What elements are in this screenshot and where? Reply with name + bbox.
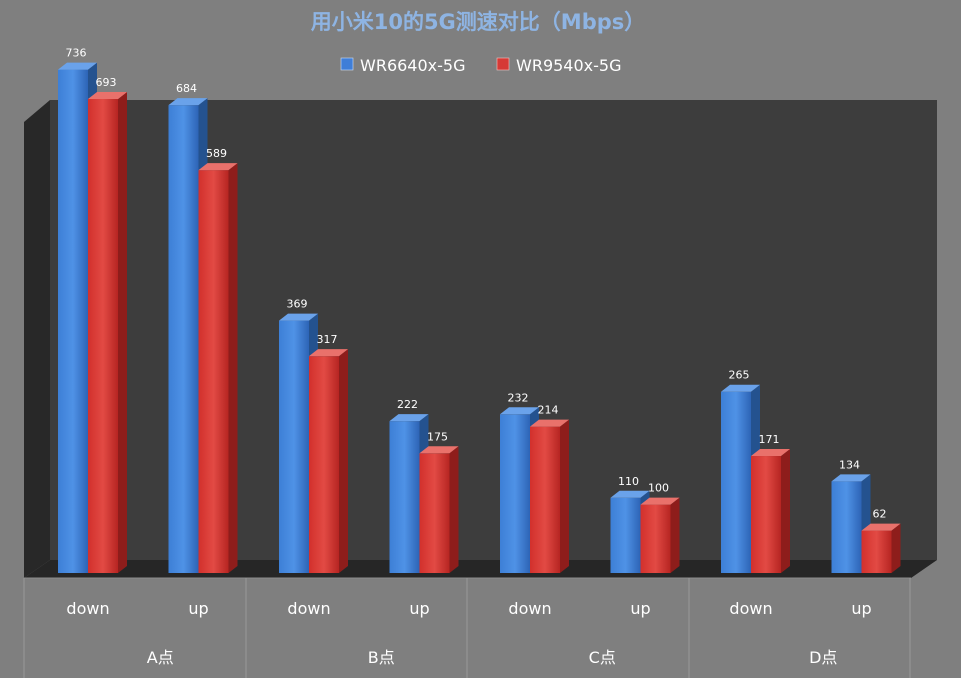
legend: WR6640x-5G WR9540x-5G	[340, 56, 621, 75]
bar-top	[861, 523, 901, 531]
bar-front	[721, 391, 751, 573]
legend-label-wr6640x: WR6640x-5G	[360, 56, 465, 75]
bar-top	[309, 349, 348, 357]
chart-floor	[24, 560, 937, 578]
category-tick-2: down	[287, 599, 330, 618]
legend-label-wr9540x: WR9540x-5G	[516, 56, 621, 75]
bar-front	[640, 504, 671, 573]
legend-item-wr6640x: WR6640x-5G	[340, 56, 465, 75]
bar-top	[168, 98, 208, 106]
chart-side-wall	[24, 100, 50, 578]
data-label-wr9540x-0: 693	[96, 76, 117, 89]
bar-front	[88, 98, 118, 573]
group-tick-3: D点	[809, 648, 837, 667]
category-tick-4: down	[508, 599, 551, 618]
legend-swatch-wr9540x	[496, 57, 510, 71]
bar-side	[339, 349, 348, 573]
bar-wr9540x-3	[419, 446, 459, 573]
bar-front	[168, 105, 199, 574]
category-axis	[23, 577, 911, 678]
data-label-wr6640x-6: 265	[729, 369, 750, 382]
bar-top	[500, 407, 539, 415]
category-tick-1: up	[188, 599, 208, 618]
bar-front	[279, 320, 309, 573]
bar-wr9540x-1	[198, 163, 238, 573]
bar-front	[500, 414, 530, 573]
data-label-wr6640x-2: 369	[287, 298, 308, 311]
category-tick-labels: down up down up down up down up	[66, 599, 871, 618]
data-label-wr9540x-2: 317	[317, 333, 338, 346]
legend-item-wr9540x: WR9540x-5G	[496, 56, 621, 75]
bar-wr9540x-5	[640, 497, 680, 573]
bar-wr9540x-7	[861, 523, 901, 573]
bar-wr9540x-0	[88, 91, 127, 573]
bar-side	[449, 446, 459, 573]
chart-back-wall	[50, 100, 937, 560]
data-label-wr6640x-0: 736	[66, 47, 87, 60]
bar-side	[228, 163, 238, 573]
category-tick-6: down	[729, 599, 772, 618]
data-label-wr6640x-7: 134	[839, 458, 860, 471]
category-tick-7: up	[851, 599, 871, 618]
bar-side	[118, 91, 127, 573]
bar-front	[530, 426, 560, 573]
bar-top	[389, 414, 429, 422]
bar-top	[721, 384, 760, 392]
bar-front	[389, 421, 420, 573]
bar-front	[751, 456, 781, 573]
bar-top	[751, 449, 790, 457]
data-label-wr6640x-5: 110	[618, 475, 639, 488]
data-label-wr9540x-4: 214	[538, 404, 559, 417]
group-tick-1: B点	[368, 648, 395, 667]
bar-front	[419, 453, 450, 573]
bar-side	[781, 449, 790, 573]
group-tick-0: A点	[147, 648, 174, 667]
data-label-wr9540x-1: 589	[206, 147, 227, 160]
bar-top	[610, 490, 650, 498]
bar-wr9540x-2	[309, 349, 348, 573]
data-label-wr9540x-6: 171	[759, 433, 780, 446]
bar-front	[610, 497, 641, 573]
bar-side	[891, 523, 901, 573]
category-tick-0: down	[66, 599, 109, 618]
data-label-wr9540x-3: 175	[427, 430, 448, 443]
data-label-wr9540x-5: 100	[648, 482, 669, 495]
legend-swatch-wr6640x	[340, 57, 354, 71]
bar-wr9540x-4	[530, 419, 569, 573]
bar-side	[560, 419, 569, 573]
bar-top	[640, 497, 680, 505]
data-labels: 736 693 684 589 369 317 222 175 232 214 110 100 265 1…	[66, 47, 887, 521]
bar-front	[831, 481, 862, 573]
data-label-wr9540x-7: 62	[873, 508, 887, 521]
bar-top	[419, 446, 459, 454]
data-label-wr6640x-4: 232	[508, 391, 529, 404]
group-tick-2: C点	[589, 648, 616, 667]
chart-title: 用小米10的5G测速对比（Mbps）	[311, 10, 646, 34]
bar-top	[530, 419, 569, 427]
bar-top	[831, 474, 871, 482]
bar-top	[198, 163, 238, 171]
bar-top	[88, 91, 127, 99]
category-tick-5: up	[630, 599, 650, 618]
bar-front	[861, 530, 892, 573]
category-tick-3: up	[409, 599, 429, 618]
bar-wr9540x-6	[751, 449, 790, 573]
bar-top	[58, 62, 97, 70]
bars	[58, 62, 901, 574]
group-tick-labels: A点 B点 C点 D点	[147, 648, 838, 667]
data-label-wr6640x-1: 684	[176, 82, 197, 95]
bar-front	[198, 170, 229, 573]
data-label-wr6640x-3: 222	[397, 398, 418, 411]
bar-side	[670, 497, 680, 573]
bar-front	[58, 69, 88, 574]
bar-front	[309, 356, 339, 573]
bar-top	[279, 313, 318, 321]
